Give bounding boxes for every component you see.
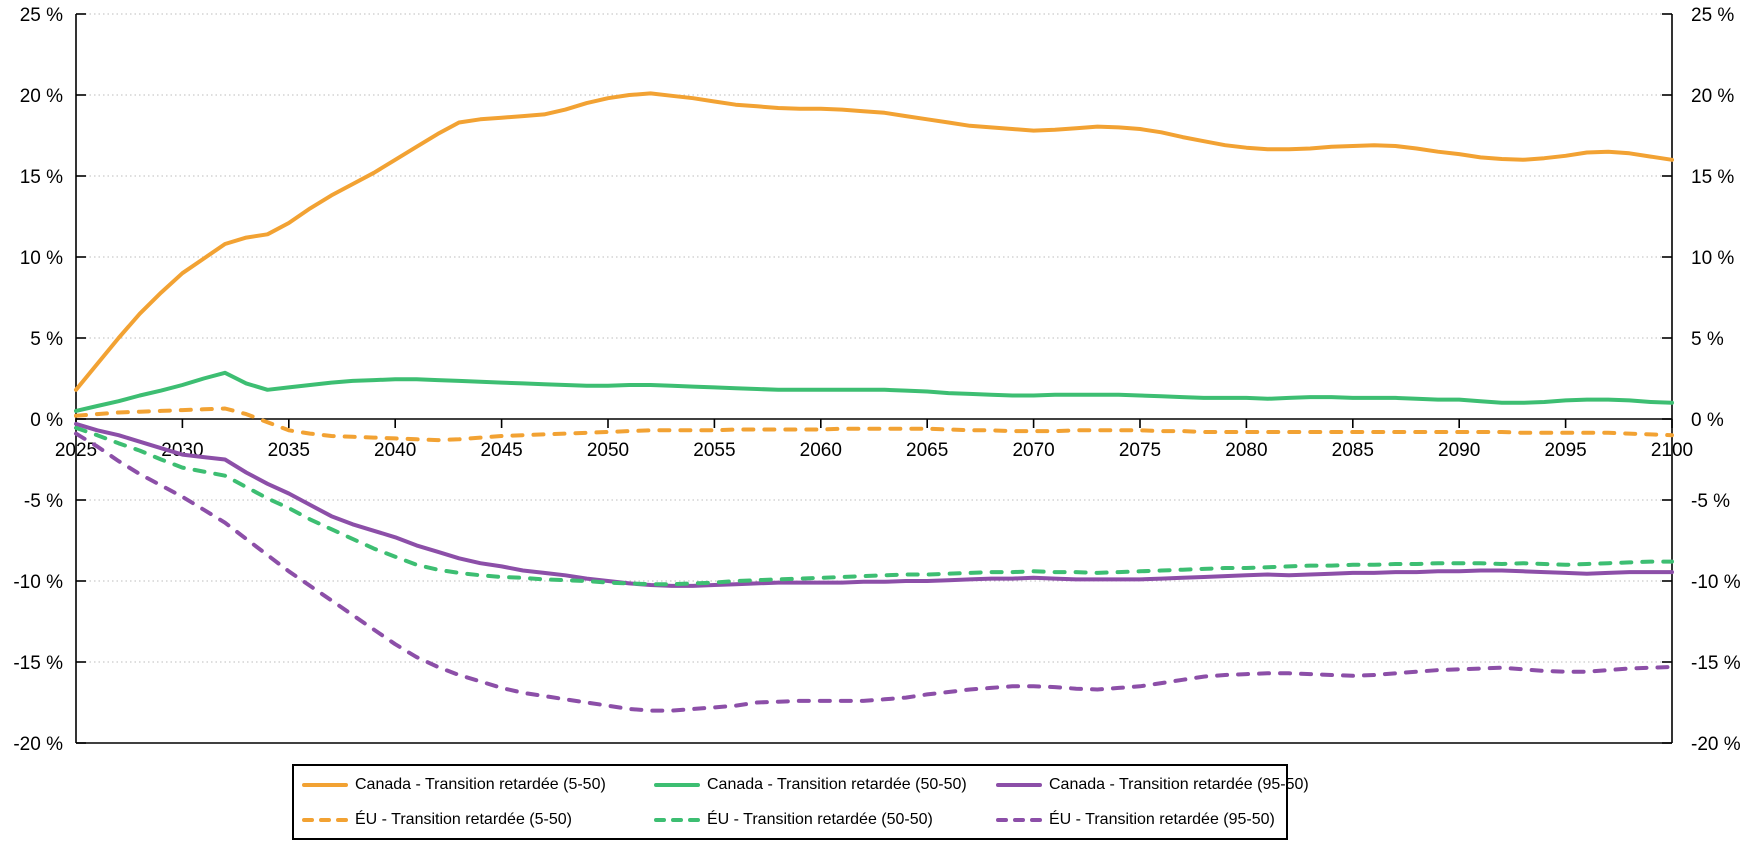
y-tick-label-right: 10 % — [1691, 248, 1734, 269]
dashed-line-swatch-icon — [654, 817, 700, 822]
legend-label: Canada - Transition retardée (95-50) — [1049, 775, 1309, 793]
series-line-eu-5-50 — [74, 406, 1674, 443]
dashed-line-swatch-icon — [996, 817, 1042, 822]
series-line-eu-95-50 — [74, 431, 1674, 713]
legend-label: ÉU - Transition retardée (50-50) — [707, 810, 933, 828]
y-tick-label-right: -5 % — [1691, 491, 1730, 512]
y-tick-label-right: 5 % — [1691, 329, 1724, 350]
legend-label: ÉU - Transition retardée (5-50) — [355, 810, 572, 828]
legend-item-canada-50-50: Canada - Transition retardée (50-50) — [654, 776, 996, 794]
series-line-eu-50-50 — [74, 425, 1674, 587]
solid-line-swatch-icon — [302, 782, 348, 787]
legend: Canada - Transition retardée (5-50) Canad… — [292, 764, 1309, 840]
y-tick-label-left: -10 % — [13, 572, 63, 593]
y-tick-label-right: -20 % — [1691, 734, 1741, 755]
x-tick-label: 2055 — [693, 440, 735, 461]
x-tick-label: 2085 — [1332, 440, 1374, 461]
y-tick-label-left: 25 % — [20, 5, 63, 26]
series-line-canada-50-50 — [74, 370, 1674, 413]
y-tick-label-left: 20 % — [20, 86, 63, 107]
y-tick-label-right: 15 % — [1691, 167, 1734, 188]
x-tick-label: 2090 — [1438, 440, 1480, 461]
legend-label: Canada - Transition retardée (50-50) — [707, 775, 967, 793]
x-tick-label: 2075 — [1119, 440, 1161, 461]
legend-item-canada-5-50: Canada - Transition retardée (5-50) — [302, 776, 654, 794]
x-tick-label: 2045 — [480, 440, 522, 461]
series-line-canada-5-50 — [74, 91, 1674, 392]
legend-label: Canada - Transition retardée (5-50) — [355, 775, 606, 793]
y-tick-label-right: -15 % — [1691, 653, 1741, 674]
y-tick-label-right: -10 % — [1691, 572, 1741, 593]
x-tick-label: 2100 — [1651, 440, 1693, 461]
legend-item-eu-50-50: ÉU - Transition retardée (50-50) — [654, 811, 996, 829]
x-tick-label: 2080 — [1225, 440, 1267, 461]
dashed-line-swatch-icon — [302, 817, 348, 822]
y-tick-label-left: 10 % — [20, 248, 63, 269]
x-tick-label: 2065 — [906, 440, 948, 461]
x-tick-label: 2095 — [1544, 440, 1586, 461]
legend-item-eu-95-50: ÉU - Transition retardée (95-50) — [996, 811, 1288, 829]
legend-label: ÉU - Transition retardée (95-50) — [1049, 810, 1275, 828]
x-tick-label: 2060 — [800, 440, 842, 461]
series-line-canada-95-50 — [74, 421, 1674, 588]
y-tick-label-left: -15 % — [13, 653, 63, 674]
solid-line-swatch-icon — [654, 782, 700, 787]
x-tick-label: 2040 — [374, 440, 416, 461]
x-tick-label: 2025 — [55, 440, 97, 461]
legend-item-eu-5-50: ÉU - Transition retardée (5-50) — [302, 811, 654, 829]
y-tick-label-left: 15 % — [20, 167, 63, 188]
y-tick-label-left: -5 % — [24, 491, 63, 512]
solid-line-swatch-icon — [996, 782, 1042, 787]
y-tick-label-left: 5 % — [30, 329, 63, 350]
x-tick-label: 2070 — [1012, 440, 1054, 461]
y-tick-label-right: 25 % — [1691, 5, 1734, 26]
y-tick-label-left: -20 % — [13, 734, 63, 755]
y-tick-label-right: 20 % — [1691, 86, 1734, 107]
legend-item-canada-95-50: Canada - Transition retardée (95-50) — [996, 776, 1309, 794]
x-tick-label: 2050 — [587, 440, 629, 461]
y-tick-label-right: 0 % — [1691, 410, 1724, 431]
x-tick-label: 2035 — [268, 440, 310, 461]
y-tick-label-left: 0 % — [30, 410, 63, 431]
